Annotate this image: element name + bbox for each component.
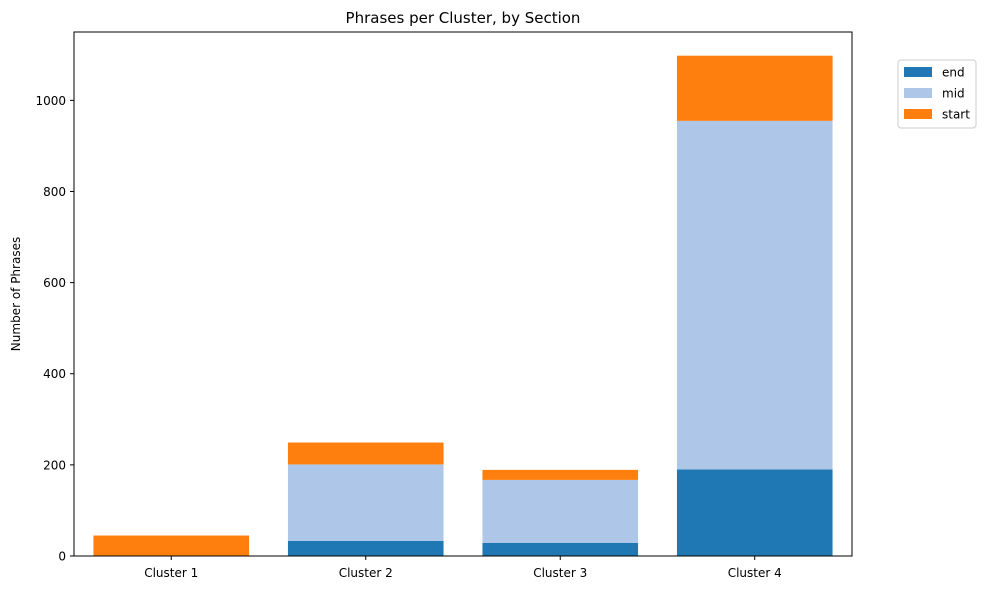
bar-mid-cluster-2 <box>287 464 444 541</box>
legend-swatch-end <box>904 67 932 77</box>
chart-title: Phrases per Cluster, by Section <box>346 9 581 27</box>
bars <box>93 55 833 556</box>
bar-mid-cluster-3 <box>482 479 639 543</box>
bar-start-cluster-2 <box>287 442 444 465</box>
y-tick-label: 600 <box>43 276 66 290</box>
x-tick-label: Cluster 4 <box>728 566 782 580</box>
y-tick-label: 200 <box>43 458 66 472</box>
bar-end-cluster-3 <box>482 542 639 556</box>
y-axis: 0 200 400 600 800 1000 <box>35 94 74 564</box>
y-tick-label: 1000 <box>35 94 66 108</box>
bar-end-cluster-2 <box>287 540 444 556</box>
x-axis: Cluster 1 Cluster 2 Cluster 3 Cluster 4 <box>144 556 782 580</box>
bar-start-cluster-4 <box>676 55 833 121</box>
x-tick-label: Cluster 1 <box>144 566 198 580</box>
x-tick-label: Cluster 3 <box>533 566 587 580</box>
y-tick-label: 400 <box>43 367 66 381</box>
legend-label-start: start <box>942 108 970 122</box>
bar-end-cluster-4 <box>676 469 833 556</box>
legend: end mid start <box>897 59 977 129</box>
bar-start-cluster-1 <box>93 535 250 556</box>
legend-swatch-start <box>904 109 932 119</box>
y-axis-label: Number of Phrases <box>9 237 23 351</box>
y-tick-label: 800 <box>43 185 66 199</box>
bar-mid-cluster-4 <box>676 120 833 470</box>
legend-label-mid: mid <box>942 87 965 101</box>
legend-label-end: end <box>942 66 965 80</box>
x-tick-label: Cluster 2 <box>339 566 393 580</box>
plot-frame <box>73 31 853 557</box>
legend-swatch-mid <box>904 88 932 98</box>
y-tick-label: 0 <box>58 550 66 564</box>
bar-start-cluster-3 <box>482 469 639 480</box>
